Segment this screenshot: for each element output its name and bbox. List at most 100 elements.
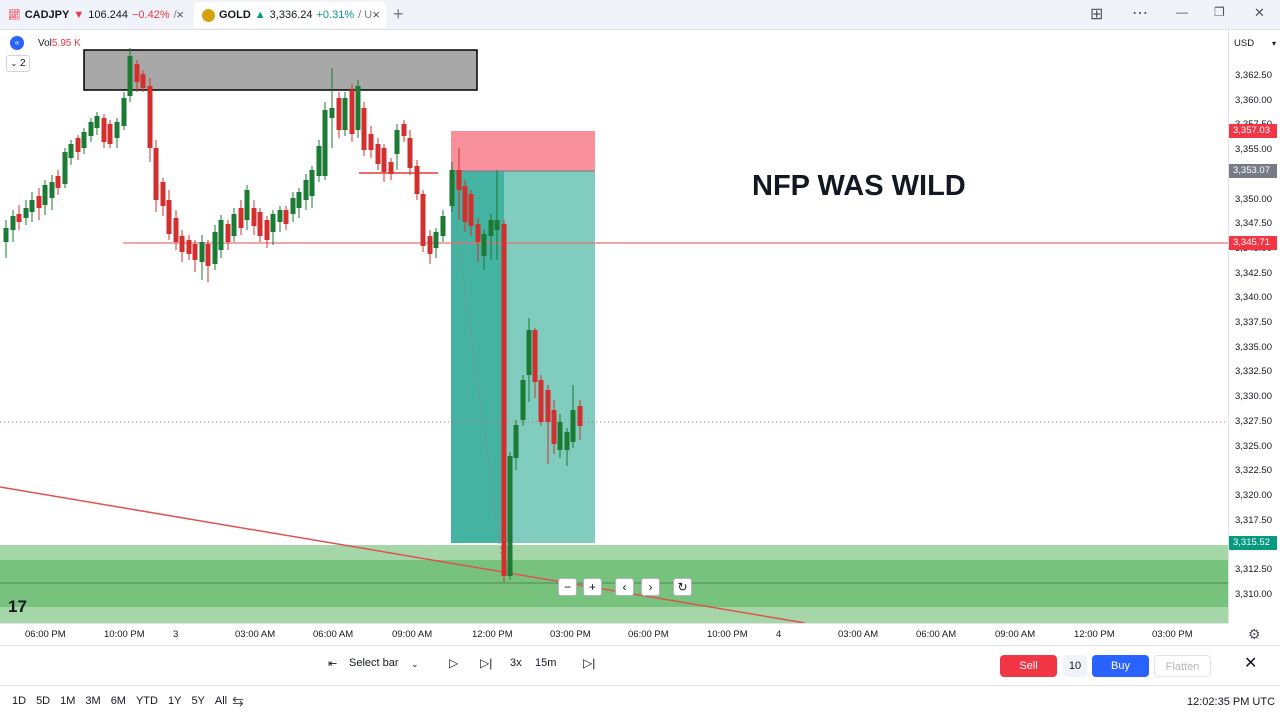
range-1m[interactable]: 1M [60, 695, 76, 707]
candle-body [349, 90, 355, 134]
new-tab-icon[interactable]: + [393, 4, 404, 24]
time-label: 09:00 AM [392, 629, 433, 640]
select-bar-icon[interactable]: ⇤ [328, 658, 338, 670]
tab-direction: ▲ [254, 9, 266, 21]
flatten-button[interactable]: Flatten [1154, 655, 1211, 677]
candle-body [238, 208, 244, 228]
candle-body [427, 236, 433, 254]
range-5d[interactable]: 5D [36, 695, 51, 707]
bottom-toolbar: 1D 5D 1M 3M 6M YTD 1Y 5Y All ⇆ 12:02:35 PM UTC [0, 685, 1280, 721]
reset-chart-button[interactable]: ↻ [673, 578, 692, 596]
candles-group [3, 48, 583, 582]
range-all[interactable]: All [214, 695, 228, 707]
candle-body [381, 148, 387, 172]
indicators-toggle[interactable]: ⌄ 2 [6, 55, 30, 72]
currency-selector[interactable]: USD ▾ [1232, 36, 1278, 52]
time-label: 12:00 PM [472, 629, 513, 640]
candle-body [368, 134, 374, 150]
vol-value: 5.95 K [51, 37, 81, 49]
quantity-field[interactable]: 10 [1063, 655, 1087, 677]
price-scale[interactable]: USD ▾ 3,362.503,360.003,357.503,355.003,… [1228, 30, 1280, 623]
candle-body [290, 198, 296, 214]
price-label: 3,330.00 [1235, 391, 1272, 403]
tab-cadjpy[interactable]: 📈︎ CADJPY ▼ 106.244 −0.42% / × [0, 2, 190, 28]
candle-body [147, 86, 153, 148]
close-replay-icon[interactable]: ✕ [1244, 655, 1258, 672]
replay-speed[interactable]: 3x [510, 657, 522, 669]
candle-body [401, 124, 407, 136]
range-3m[interactable]: 3M [85, 695, 101, 707]
candle-body [456, 170, 462, 190]
candle-body [545, 390, 551, 422]
candle-body [153, 148, 159, 200]
candle-body [49, 182, 55, 198]
time-label: 03:00 PM [1152, 629, 1193, 640]
clock[interactable]: 12:02:35 PM UTC [1187, 696, 1276, 708]
select-bar-label[interactable]: Select bar [349, 657, 399, 669]
candle-body [62, 152, 68, 184]
range-6m[interactable]: 6M [110, 695, 126, 707]
candle-body [462, 186, 468, 222]
candle-body [526, 330, 532, 375]
candle-body [3, 228, 9, 242]
range-1y[interactable]: 1Y [167, 695, 182, 707]
price-label: 3,340.00 [1235, 292, 1272, 304]
scroll-left-button[interactable]: ‹ [615, 578, 634, 596]
time-label: 10:00 PM [707, 629, 748, 640]
price-tag: 3,345.71 [1229, 236, 1277, 250]
candle-body [414, 166, 420, 194]
candle-body [388, 162, 394, 174]
layout-icon[interactable]: ⊞ [1090, 6, 1104, 23]
maximize-icon[interactable]: ❐ [1214, 5, 1225, 19]
time-label: 3 [173, 629, 179, 640]
candle-body [212, 232, 218, 264]
candle-body [10, 216, 16, 230]
scroll-right-button[interactable]: › [641, 578, 660, 596]
candle-body [375, 144, 381, 164]
replay-interval[interactable]: 15m [535, 657, 557, 669]
candle-body [468, 194, 474, 226]
candle-body [342, 98, 348, 130]
candle-body [192, 244, 198, 260]
sell-button[interactable]: Sell [1000, 655, 1057, 677]
tab-gold[interactable]: GOLD ▲ 3,336.24 +0.31% / U × [194, 2, 386, 28]
close-icon[interactable]: ✕ [1254, 5, 1265, 20]
chevron-down-icon: ⌄ [10, 59, 18, 68]
buy-button[interactable]: Buy [1092, 655, 1149, 677]
range-5y[interactable]: 5Y [191, 695, 205, 707]
chevron-down-icon[interactable]: ⌄ [411, 659, 419, 669]
candle-body [29, 200, 35, 212]
date-ranges: 1D 5D 1M 3M 6M YTD 1Y 5Y All [12, 695, 237, 707]
candle-body [557, 422, 563, 450]
jump-to-realtime-icon[interactable]: ▷| [583, 656, 596, 670]
gold-icon [202, 8, 215, 22]
zoom-out-button[interactable]: − [558, 578, 577, 596]
zoom-in-button[interactable]: + [583, 578, 602, 596]
candle-body [494, 220, 500, 230]
candle-body [277, 210, 283, 222]
price-label: 3,327.50 [1235, 415, 1272, 427]
range-ytd[interactable]: YTD [135, 695, 158, 707]
candle-body [251, 208, 257, 226]
candle-body [440, 216, 446, 236]
candle-body [336, 98, 342, 130]
time-axis[interactable]: 06:00 PM 10:00 PM 3 03:00 AM 06:00 AM 09:00 A… [0, 623, 1261, 646]
tab-change: −0.42% [131, 9, 170, 21]
candle-body [501, 224, 507, 576]
candle-body [316, 146, 322, 176]
range-1d[interactable]: 1D [12, 695, 27, 707]
chart-pane[interactable]: NFP WAS WILD 17 « Vol 5.95 K ⌄ 2 − + ‹ ›… [0, 30, 1228, 623]
tab-close-icon[interactable]: × [176, 7, 184, 22]
more-icon[interactable]: ⋯ [1132, 5, 1148, 22]
goto-date-icon[interactable]: ⇆ [232, 693, 244, 709]
candle-body [244, 190, 250, 220]
step-forward-icon[interactable]: ▷| [480, 656, 493, 670]
price-label: 3,342.50 [1235, 267, 1272, 279]
collapse-icon[interactable]: « [10, 36, 24, 50]
minimize-icon[interactable]: — [1176, 5, 1188, 19]
play-icon[interactable]: ▷ [449, 656, 459, 670]
settings-icon[interactable]: ⚙ [1248, 626, 1261, 642]
candle-body [329, 108, 335, 118]
candle-body [296, 192, 302, 208]
tab-close-icon[interactable]: × [372, 7, 380, 22]
